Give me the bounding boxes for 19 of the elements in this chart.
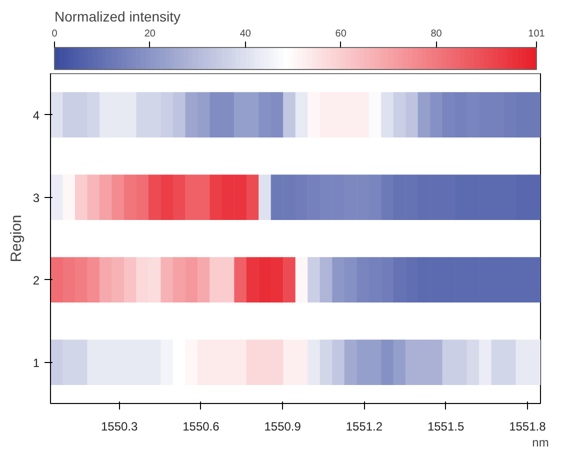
y-axis-title: Region [8, 214, 25, 262]
y-tick-label: 1 [32, 356, 40, 370]
x-tick-label: 1551.8 [509, 420, 546, 434]
color-bar-label: 40 [240, 28, 252, 40]
x-tick-label: 1551.2 [346, 420, 383, 434]
color-bar-label: 20 [144, 28, 156, 40]
color-bar-label: 80 [430, 28, 442, 40]
y-tick-label: 3 [32, 190, 40, 205]
x-tick-label: 1550.3 [100, 420, 138, 434]
x-tick-label: 1550.6 [182, 420, 220, 434]
color-bar-title: Normalized intensity [54, 8, 181, 24]
color-bar-label: 0 [52, 28, 58, 40]
x-axis-title: nm [532, 436, 549, 450]
x-tick-label: 1551.5 [427, 420, 464, 434]
x-tick-label: 1550.9 [264, 420, 302, 434]
y-tick-label: 2 [32, 273, 40, 288]
color-bar-label: 60 [335, 28, 347, 40]
y-tick-label: 4 [32, 108, 40, 122]
color-bar-label: 101 [528, 28, 546, 40]
